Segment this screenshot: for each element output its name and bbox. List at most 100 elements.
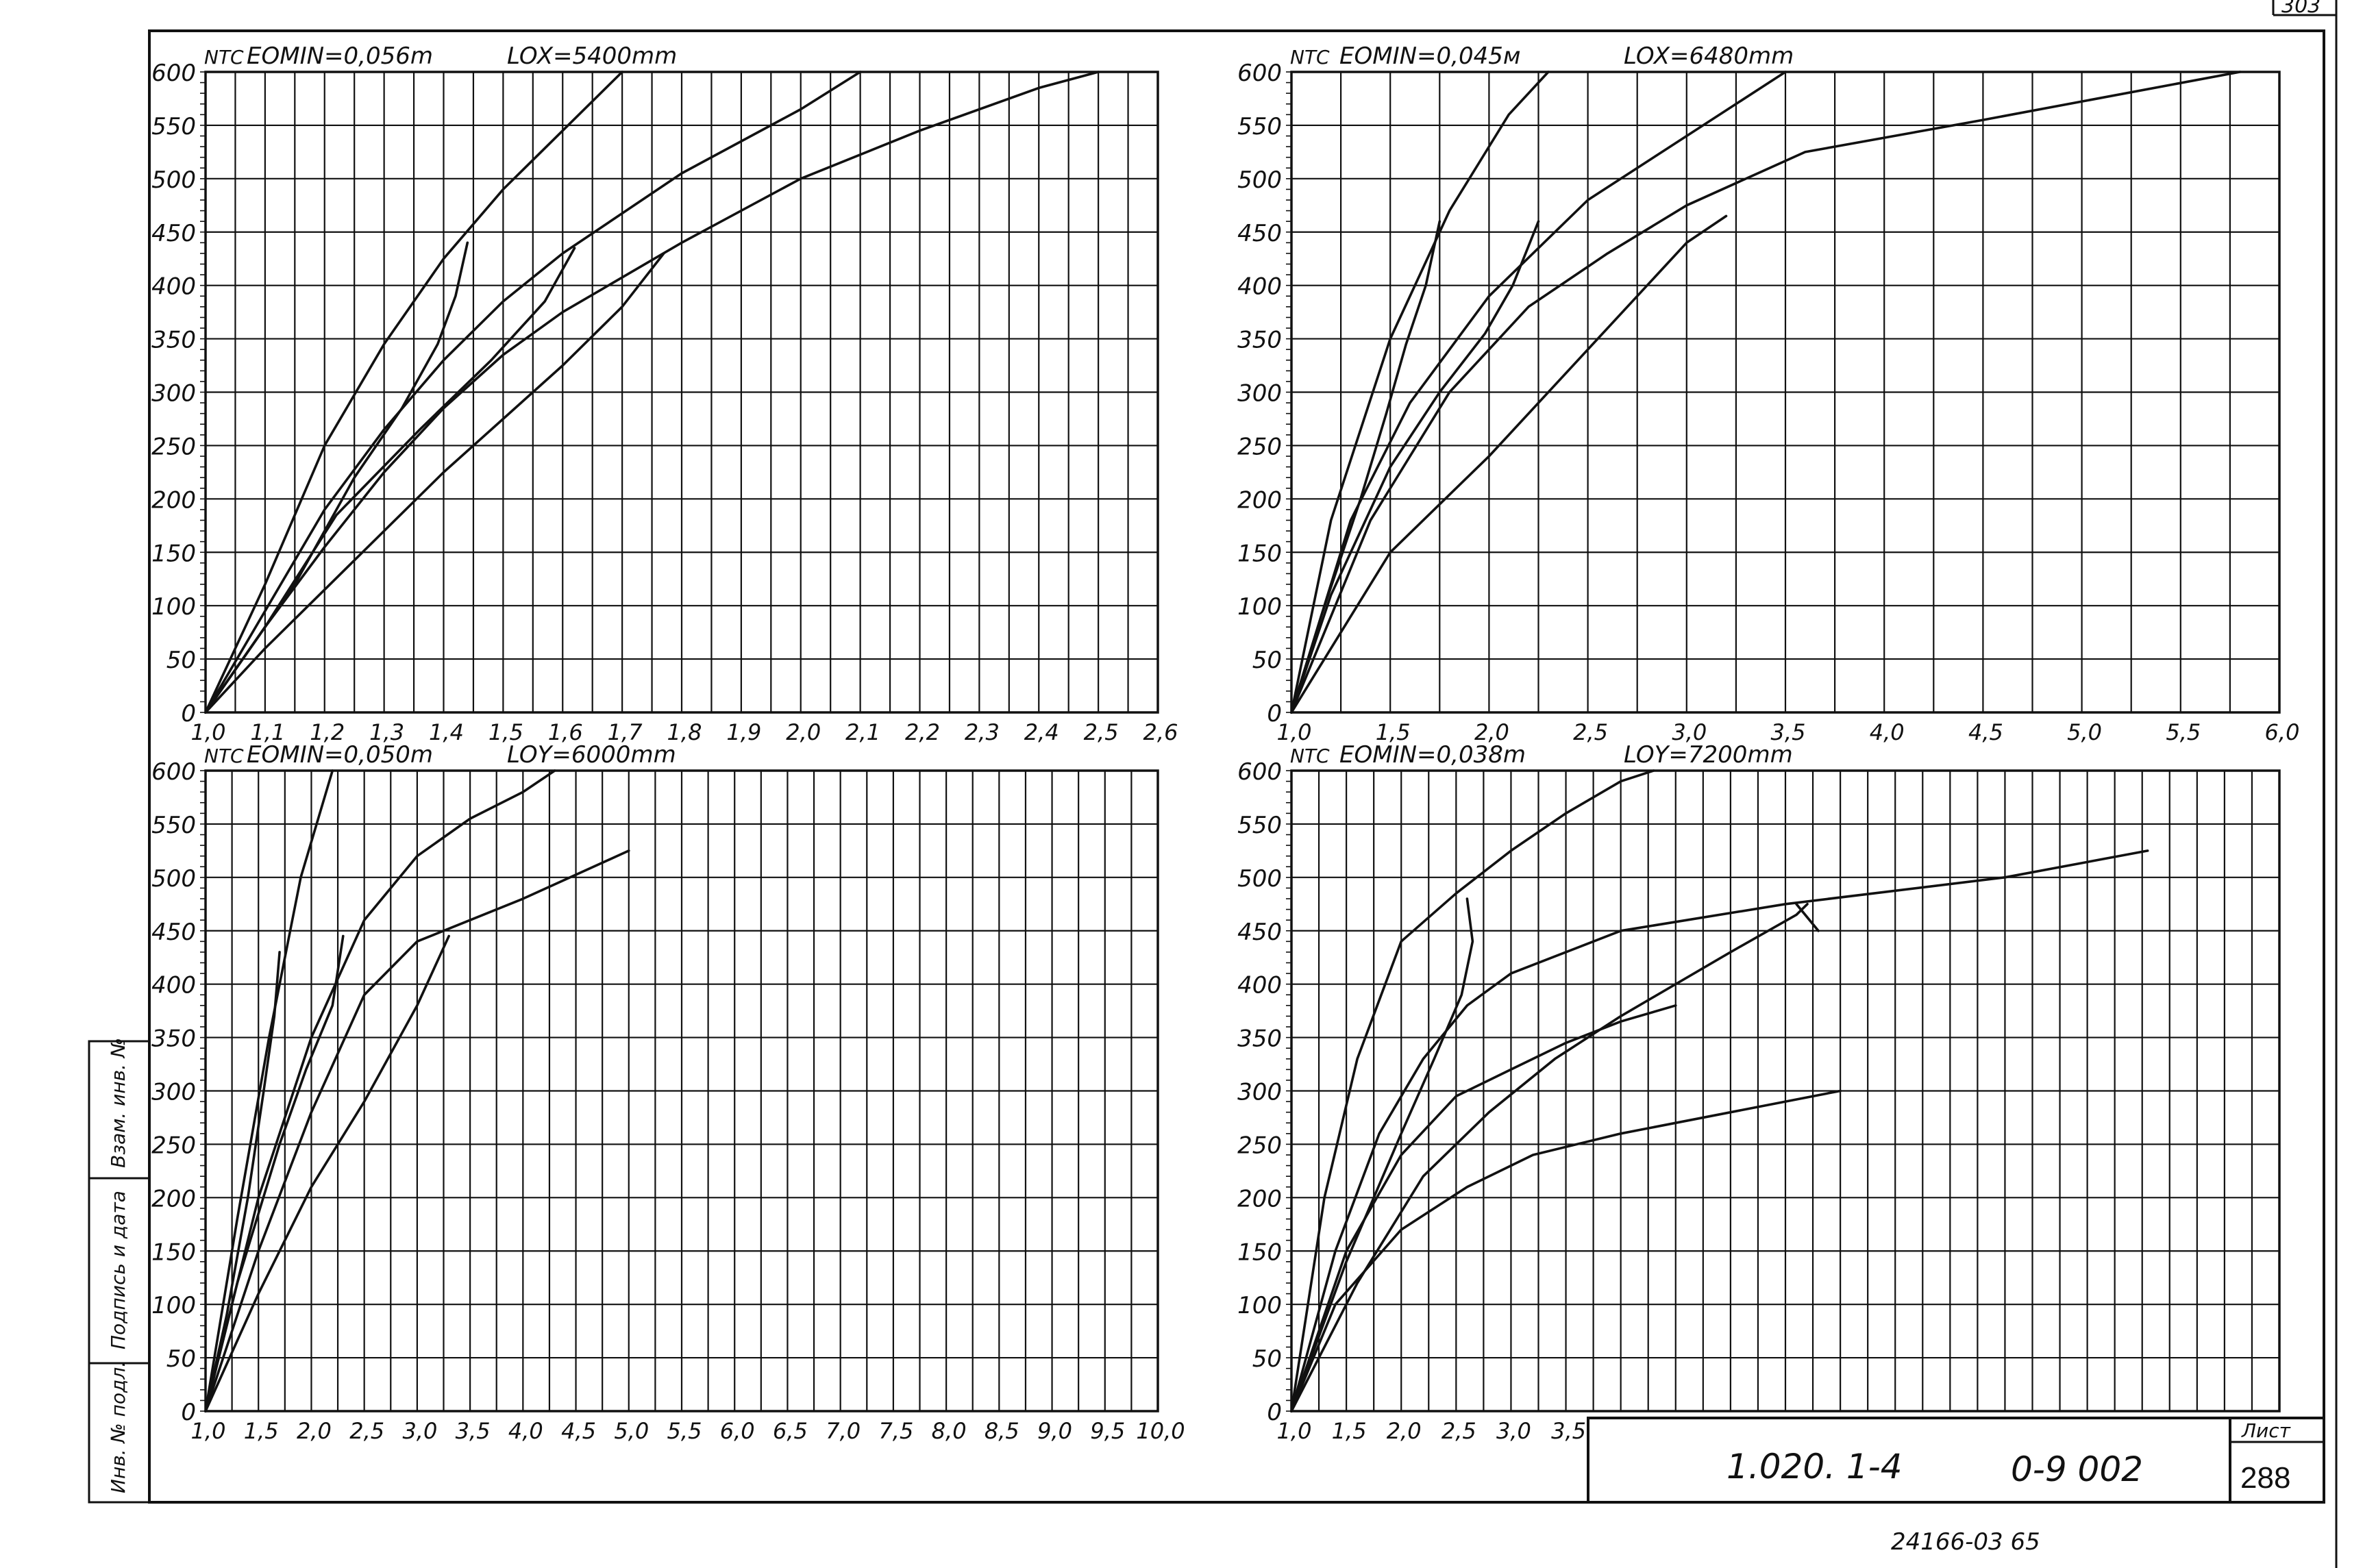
y-axis-label: NTC (1290, 46, 1330, 69)
side-label-replace: Взам. инв. № (107, 1038, 129, 1168)
series-line-3 (204, 849, 630, 1413)
series-line-6 (1290, 220, 1540, 714)
y-tick-label: 550 (151, 113, 196, 140)
sheet-frame (148, 29, 2325, 1504)
eomin-label: EOMIN=0,050m (247, 741, 433, 769)
x-tick-label: 3,5 (456, 1418, 491, 1444)
y-tick-label: 350 (1237, 1025, 1282, 1053)
y-tick-label: 50 (1252, 647, 1282, 674)
series-line-6 (204, 934, 345, 1413)
y-tick-label: 350 (151, 327, 196, 354)
series-line-5 (204, 951, 281, 1413)
y-tick-label: 450 (1237, 220, 1282, 247)
y-tick-label: 150 (1237, 1239, 1282, 1266)
x-tick-label: 2,1 (845, 719, 880, 745)
y-tick-label: 100 (151, 1292, 196, 1319)
y-tick-label: 50 (166, 647, 196, 674)
x-tick-label: 1,2 (310, 719, 345, 745)
x-tick-label: 5,0 (2067, 719, 2102, 745)
y-tick-label: 200 (1237, 1185, 1282, 1212)
length-label: LOX=5400mm (507, 42, 677, 70)
y-tick-label: 550 (1237, 113, 1282, 140)
x-tick-label: 2,4 (1024, 719, 1059, 745)
chart-panel-top-left: 0 50 100 150 200 250 300 350 400 450 500 550 600 1,0 1… (151, 42, 1178, 745)
x-tick-label: 9,0 (1037, 1418, 1072, 1444)
plot-frame (204, 769, 1159, 1413)
title-block: 1.020. 1-4 0-9 002 Лист 288 (1587, 1417, 2325, 1504)
y-tick-label: 50 (1252, 1345, 1282, 1373)
x-tick-label: 4,5 (1968, 719, 2003, 745)
y-tick-label: 600 (1237, 60, 1282, 87)
x-tick-label: 5,5 (2166, 719, 2201, 745)
series-line-4 (1290, 214, 1728, 714)
x-tick-label: 1,1 (250, 719, 285, 745)
x-tick-label: 4,5 (561, 1418, 596, 1444)
x-tick-label: 7,5 (878, 1418, 913, 1444)
y-tick-label: 600 (1237, 758, 1282, 786)
series-line-5 (1290, 220, 1441, 714)
side-label-sign: Подпись и дата (107, 1191, 129, 1349)
x-tick-label: 4,0 (1870, 719, 1905, 745)
y-tick-label: 400 (1237, 972, 1282, 999)
eomin-label: EOMIN=0,045м (1339, 42, 1521, 70)
series-line-5 (1795, 903, 1820, 932)
series-line-1 (204, 769, 334, 1413)
series-line-2 (1290, 849, 2149, 1413)
y-tick-label: 250 (151, 1132, 196, 1159)
y-tick-label: 600 (151, 60, 196, 87)
y-tick-label: 350 (1237, 327, 1282, 354)
y-tick-label: 500 (1237, 166, 1282, 194)
series-line-6 (204, 247, 576, 714)
x-tick-label: 3,0 (1496, 1418, 1531, 1444)
x-tick-label: 3,5 (1771, 719, 1806, 745)
y-axis-label: NTC (204, 46, 244, 69)
y-tick-label: 450 (151, 220, 196, 247)
y-tick-label: 500 (151, 166, 196, 194)
series-line-1 (204, 71, 623, 714)
chart-panel-top-right: 0 50 100 150 200 250 300 350 400 450 500 550 600 1,0 1… (1237, 42, 2299, 745)
y-tick-label: 400 (1237, 273, 1282, 301)
corner-number-box: 303 (2272, 0, 2336, 18)
chart-panel-bottom-right: 0 50 100 150 200 250 300 350 400 450 500 550 600 1,0 1… (1237, 741, 2307, 1444)
x-tick-label: 6,5 (773, 1418, 808, 1444)
y-tick-label: 200 (151, 486, 196, 514)
x-tick-label: 1,0 (1277, 1418, 1312, 1444)
y-tick-label: 450 (1237, 919, 1282, 946)
y-tick-label: 500 (1237, 865, 1282, 893)
x-tick-label: 6,0 (2265, 719, 2300, 745)
y-tick-label: 0 (181, 1399, 196, 1426)
length-label: LOY=7200mm (1624, 741, 1793, 769)
series-line-2 (204, 71, 862, 714)
chart-panel-bottom-left: 0 50 100 150 200 250 300 350 400 450 500 550 600 1,0 1… (151, 741, 1185, 1444)
x-tick-label: 5,5 (667, 1418, 702, 1444)
series-line-1 (1290, 71, 1550, 714)
y-axis-label: NTC (1290, 745, 1330, 767)
x-tick-label: 1,5 (488, 719, 523, 745)
y-tick-label: 150 (151, 1239, 196, 1266)
x-tick-label: 1,0 (191, 719, 226, 745)
y-tick-label: 200 (151, 1185, 196, 1212)
y-tick-label: 450 (151, 919, 196, 946)
y-tick-label: 300 (151, 380, 196, 408)
list-label: Лист (2241, 1419, 2291, 1442)
y-tick-label: 100 (1237, 1292, 1282, 1319)
series-line-2 (1290, 71, 1787, 714)
x-tick-label: 4,0 (508, 1418, 543, 1444)
list-number: 288 (2240, 1461, 2290, 1495)
x-tick-label: 2,3 (965, 719, 1000, 745)
x-tick-label: 3,5 (1551, 1418, 1586, 1444)
x-tick-label: 1,5 (244, 1418, 279, 1444)
series-line-4 (1290, 903, 1809, 1413)
y-tick-label: 400 (151, 972, 196, 999)
y-tick-label: 150 (151, 540, 196, 567)
x-tick-label: 6,0 (720, 1418, 755, 1444)
footer-note: 24166-03 65 (1891, 1528, 2040, 1556)
y-tick-label: 0 (181, 700, 196, 727)
x-tick-label: 10,0 (1136, 1418, 1185, 1444)
plot-frame (204, 71, 1159, 714)
x-tick-label: 2,0 (1387, 1418, 1422, 1444)
y-tick-label: 350 (151, 1025, 196, 1053)
stamp-series: 0-9 002 (2011, 1449, 2143, 1489)
grid (1290, 769, 2281, 1413)
